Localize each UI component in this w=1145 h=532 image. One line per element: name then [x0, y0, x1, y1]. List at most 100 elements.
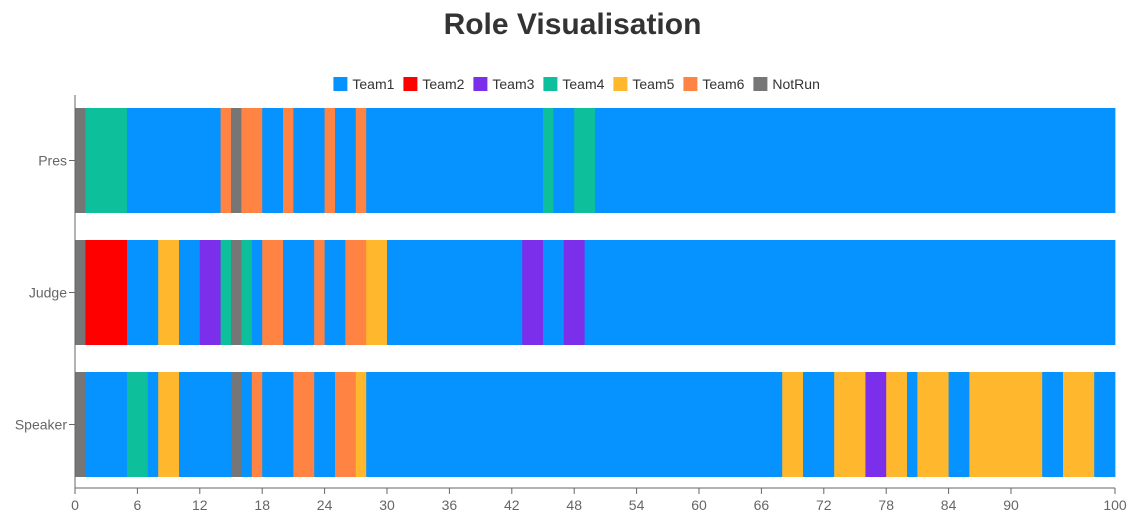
legend-label-team2[interactable]: Team2: [422, 76, 464, 92]
bar-segment-speaker-23[interactable]: [969, 372, 1043, 477]
bar-segment-judge-13[interactable]: [324, 240, 346, 345]
bar-segment-pres-7[interactable]: [283, 108, 294, 213]
bar-segment-speaker-7[interactable]: [241, 372, 253, 477]
legend-swatch-team6[interactable]: [683, 77, 698, 91]
bar-segment-pres-11[interactable]: [355, 108, 367, 213]
bar-segment-pres-16[interactable]: [595, 108, 1116, 213]
x-tick-label-60: 60: [691, 497, 707, 513]
bar-segment-pres-8[interactable]: [293, 108, 325, 213]
bar-segment-speaker-2[interactable]: [127, 372, 149, 477]
bar-segment-pres-2[interactable]: [127, 108, 221, 213]
bar-segment-speaker-25[interactable]: [1063, 372, 1095, 477]
bar-segment-speaker-16[interactable]: [803, 372, 835, 477]
bar-segment-judge-16[interactable]: [387, 240, 523, 345]
bar-segment-speaker-18[interactable]: [865, 372, 887, 477]
bar-segment-pres-10[interactable]: [335, 108, 357, 213]
bar-segment-judge-20[interactable]: [584, 240, 1116, 345]
x-tick-label-18: 18: [254, 497, 270, 513]
bar-segment-speaker-0[interactable]: [75, 372, 86, 477]
bar-segment-speaker-6[interactable]: [231, 372, 242, 477]
bar-segment-speaker-22[interactable]: [948, 372, 970, 477]
bar-segment-speaker-26[interactable]: [1094, 372, 1116, 477]
x-tick-label-78: 78: [878, 497, 894, 513]
bar-segment-pres-15[interactable]: [574, 108, 596, 213]
bar-segment-pres-4[interactable]: [231, 108, 242, 213]
legend-label-team3[interactable]: Team3: [492, 76, 534, 92]
bar-segment-pres-12[interactable]: [366, 108, 544, 213]
bar-segment-judge-3[interactable]: [158, 240, 180, 345]
bar-segment-judge-7[interactable]: [231, 240, 242, 345]
bar-segment-speaker-17[interactable]: [834, 372, 866, 477]
bar-segment-pres-13[interactable]: [543, 108, 554, 213]
bar-segment-judge-14[interactable]: [345, 240, 367, 345]
x-tick-label-66: 66: [754, 497, 770, 513]
legend-swatch-team2[interactable]: [403, 77, 418, 91]
bar-segment-pres-1[interactable]: [85, 108, 128, 213]
bar-segment-speaker-4[interactable]: [158, 372, 180, 477]
bar-segment-judge-12[interactable]: [314, 240, 325, 345]
bar-segment-judge-0[interactable]: [75, 240, 86, 345]
legend-label-team6[interactable]: Team6: [702, 76, 744, 92]
x-tick-label-36: 36: [442, 497, 458, 513]
legend-swatch-team1[interactable]: [333, 77, 348, 91]
bar-segment-speaker-21[interactable]: [917, 372, 949, 477]
bar-segment-speaker-10[interactable]: [293, 372, 315, 477]
bar-segment-speaker-13[interactable]: [355, 372, 367, 477]
x-tick-label-48: 48: [566, 497, 582, 513]
bar-segment-judge-8[interactable]: [241, 240, 253, 345]
legend-swatch-team4[interactable]: [543, 77, 558, 91]
legend-label-notrun[interactable]: NotRun: [772, 76, 819, 92]
bar-segment-speaker-5[interactable]: [179, 372, 232, 477]
legend-swatch-team3[interactable]: [473, 77, 488, 91]
bar-segment-judge-5[interactable]: [199, 240, 221, 345]
bar-segment-judge-1[interactable]: [85, 240, 128, 345]
x-tick-label-100: 100: [1103, 497, 1127, 513]
bar-segment-speaker-1[interactable]: [85, 372, 128, 477]
bar-segment-judge-17[interactable]: [522, 240, 544, 345]
bar-segment-speaker-19[interactable]: [886, 372, 908, 477]
x-tick-label-84: 84: [941, 497, 957, 513]
x-tick-label-90: 90: [1003, 497, 1019, 513]
y-tick-label-pres: Pres: [38, 153, 67, 169]
bar-segment-pres-5[interactable]: [241, 108, 263, 213]
bar-segment-judge-6[interactable]: [220, 240, 232, 345]
bar-segment-pres-3[interactable]: [220, 108, 232, 213]
bar-segment-speaker-8[interactable]: [251, 372, 263, 477]
bar-segment-pres-9[interactable]: [324, 108, 336, 213]
x-tick-label-54: 54: [629, 497, 645, 513]
bar-segment-speaker-12[interactable]: [335, 372, 357, 477]
legend-swatch-team5[interactable]: [613, 77, 628, 91]
x-tick-label-72: 72: [816, 497, 832, 513]
chart-title: Role Visualisation: [443, 8, 702, 41]
bar-segment-judge-18[interactable]: [543, 240, 565, 345]
bar-segment-judge-11[interactable]: [283, 240, 315, 345]
bar-segment-judge-15[interactable]: [366, 240, 388, 345]
x-tick-label-30: 30: [379, 497, 395, 513]
bar-segment-speaker-15[interactable]: [782, 372, 804, 477]
bar-segment-judge-2[interactable]: [127, 240, 159, 345]
legend-swatch-notrun[interactable]: [753, 77, 768, 91]
x-tick-label-6: 6: [134, 497, 142, 513]
bar-segment-speaker-14[interactable]: [366, 372, 783, 477]
legend-label-team1[interactable]: Team1: [352, 76, 394, 92]
legend-label-team5[interactable]: Team5: [632, 76, 674, 92]
bar-segment-speaker-11[interactable]: [314, 372, 336, 477]
x-tick-label-12: 12: [192, 497, 208, 513]
bar-segment-speaker-3[interactable]: [147, 372, 159, 477]
x-tick-label-24: 24: [317, 497, 333, 513]
bar-segment-pres-0[interactable]: [75, 108, 86, 213]
bar-segment-speaker-24[interactable]: [1042, 372, 1064, 477]
bar-segment-judge-10[interactable]: [262, 240, 284, 345]
y-tick-label-judge: Judge: [29, 285, 67, 301]
bar-segment-speaker-20[interactable]: [907, 372, 918, 477]
bar-segment-speaker-9[interactable]: [262, 372, 294, 477]
legend-label-team4[interactable]: Team4: [562, 76, 604, 92]
bar-segment-pres-6[interactable]: [262, 108, 284, 213]
bar-segment-judge-19[interactable]: [563, 240, 585, 345]
bar-segment-judge-4[interactable]: [179, 240, 201, 345]
y-tick-label-speaker: Speaker: [15, 417, 67, 433]
bar-segment-judge-9[interactable]: [251, 240, 263, 345]
bar-segment-pres-14[interactable]: [553, 108, 575, 213]
